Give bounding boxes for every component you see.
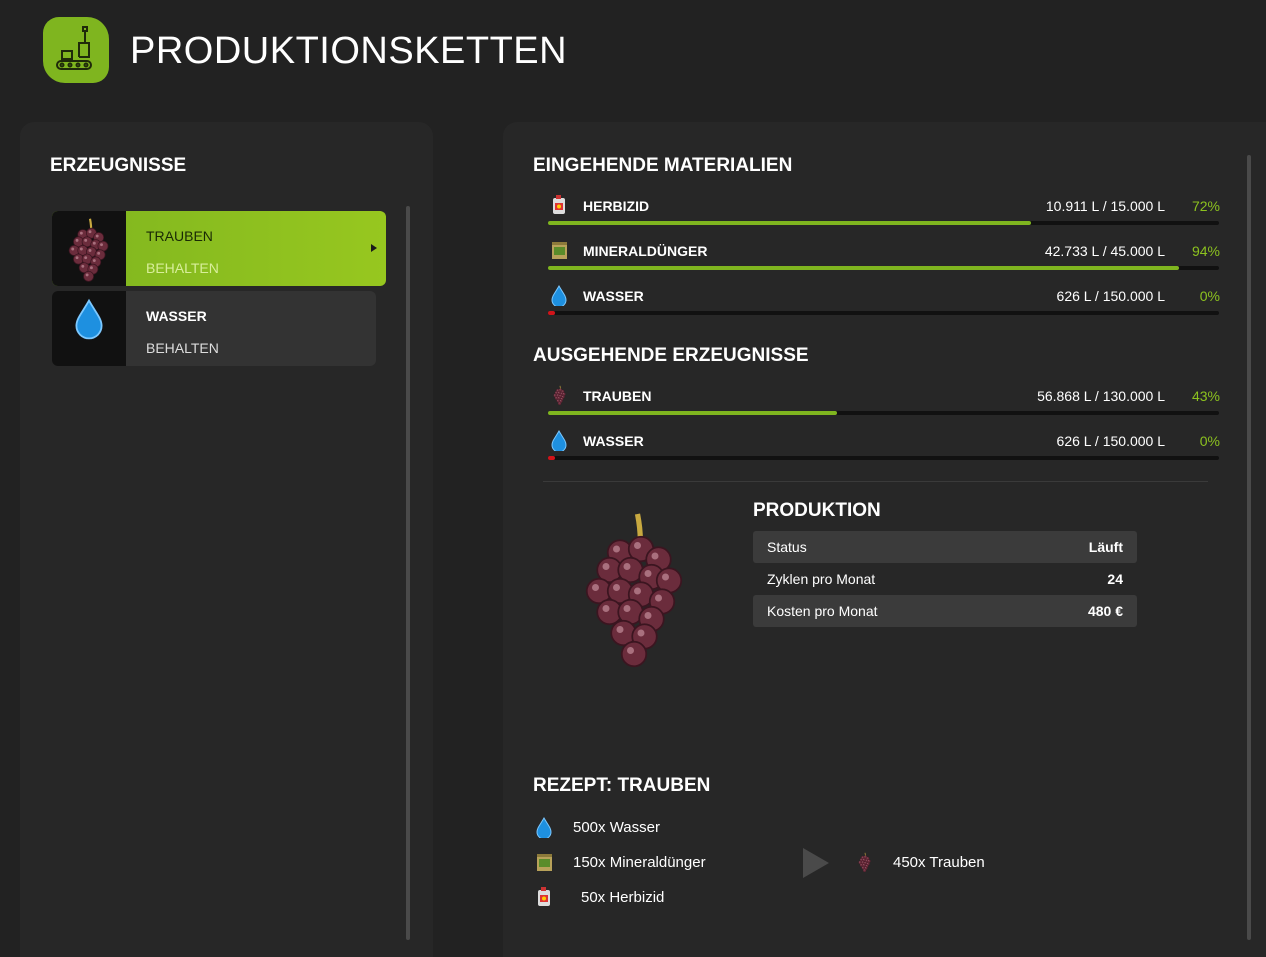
fert-icon	[537, 854, 552, 871]
fill-percent: 72%	[1191, 198, 1220, 214]
fill-percent: 0%	[1199, 433, 1220, 449]
selection-arrow	[371, 244, 377, 252]
fill-bar-track	[548, 311, 1219, 315]
water-icon	[551, 429, 567, 451]
table-value: Läuft	[1088, 539, 1123, 555]
fill-percent: 43%	[1191, 388, 1220, 404]
fill-bar	[548, 456, 555, 460]
table-value: 24	[1107, 571, 1123, 587]
recipe-input: 500x Wasser	[573, 819, 660, 836]
section-title: AUSGEHENDE ERZEUGNISSE	[533, 345, 809, 366]
divider	[543, 481, 1208, 482]
section-title: EINGEHENDE MATERIALIEN	[533, 155, 793, 176]
table-key: Zyklen pro Monat	[767, 571, 876, 587]
fill-bar	[548, 221, 1032, 225]
section-title: PRODUKTION	[753, 500, 881, 521]
scrollbar[interactable]	[406, 206, 410, 940]
material-amount: 626 L / 150.000 L	[1056, 288, 1165, 304]
material-name: HERBIZID	[583, 198, 650, 214]
material-amount: 56.868 L / 130.000 L	[1037, 388, 1165, 404]
grape-icon	[858, 852, 871, 873]
table-key: Status	[767, 539, 807, 555]
material-amount: 626 L / 150.000 L	[1056, 433, 1165, 449]
material-name: WASSER	[583, 433, 644, 449]
material-name: MINERALDÜNGER	[583, 243, 708, 259]
water-icon	[551, 284, 567, 306]
recipe-input: 50x Herbizid	[581, 889, 665, 906]
table-row	[753, 531, 1137, 563]
fill-percent: 0%	[1199, 288, 1220, 304]
product-name: WASSER	[146, 308, 207, 324]
recipe-input: 150x Mineraldünger	[573, 854, 706, 871]
fert-icon	[552, 242, 567, 259]
page-title: PRODUKTIONSKETTEN	[130, 30, 568, 72]
section-title: REZEPT: TRAUBEN	[533, 775, 711, 796]
product-thumb-image	[75, 298, 103, 340]
fill-bar-track	[548, 456, 1219, 460]
material-amount: 42.733 L / 45.000 L	[1044, 243, 1165, 259]
material-name: TRAUBEN	[583, 388, 652, 404]
table-key: Kosten pro Monat	[767, 603, 878, 619]
fill-bar	[548, 266, 1179, 270]
product-thumb-image	[68, 218, 109, 282]
scrollbar[interactable]	[1247, 155, 1251, 940]
fill-percent: 94%	[1191, 243, 1220, 259]
table-value: 480 €	[1087, 603, 1123, 619]
herb-icon	[538, 887, 550, 906]
table-row	[753, 595, 1137, 627]
herb-icon	[553, 195, 565, 214]
fill-bar-track	[548, 411, 1219, 415]
material-amount: 10.911 L / 15.000 L	[1045, 198, 1165, 214]
material-name: WASSER	[583, 288, 644, 304]
recipe-output: 450x Trauben	[893, 854, 985, 871]
recipe-arrow	[803, 848, 829, 878]
product-image	[585, 513, 683, 668]
product-name: TRAUBEN	[146, 228, 213, 244]
factory-icon	[56, 26, 92, 70]
grape-icon	[553, 385, 566, 406]
header-icon	[43, 17, 109, 83]
fill-bar	[548, 411, 837, 415]
product-mode: BEHALTEN	[146, 260, 219, 276]
product-mode: BEHALTEN	[146, 340, 219, 356]
water-icon	[536, 816, 552, 838]
section-title: ERZEUGNISSE	[50, 155, 187, 176]
fill-bar	[548, 311, 555, 315]
